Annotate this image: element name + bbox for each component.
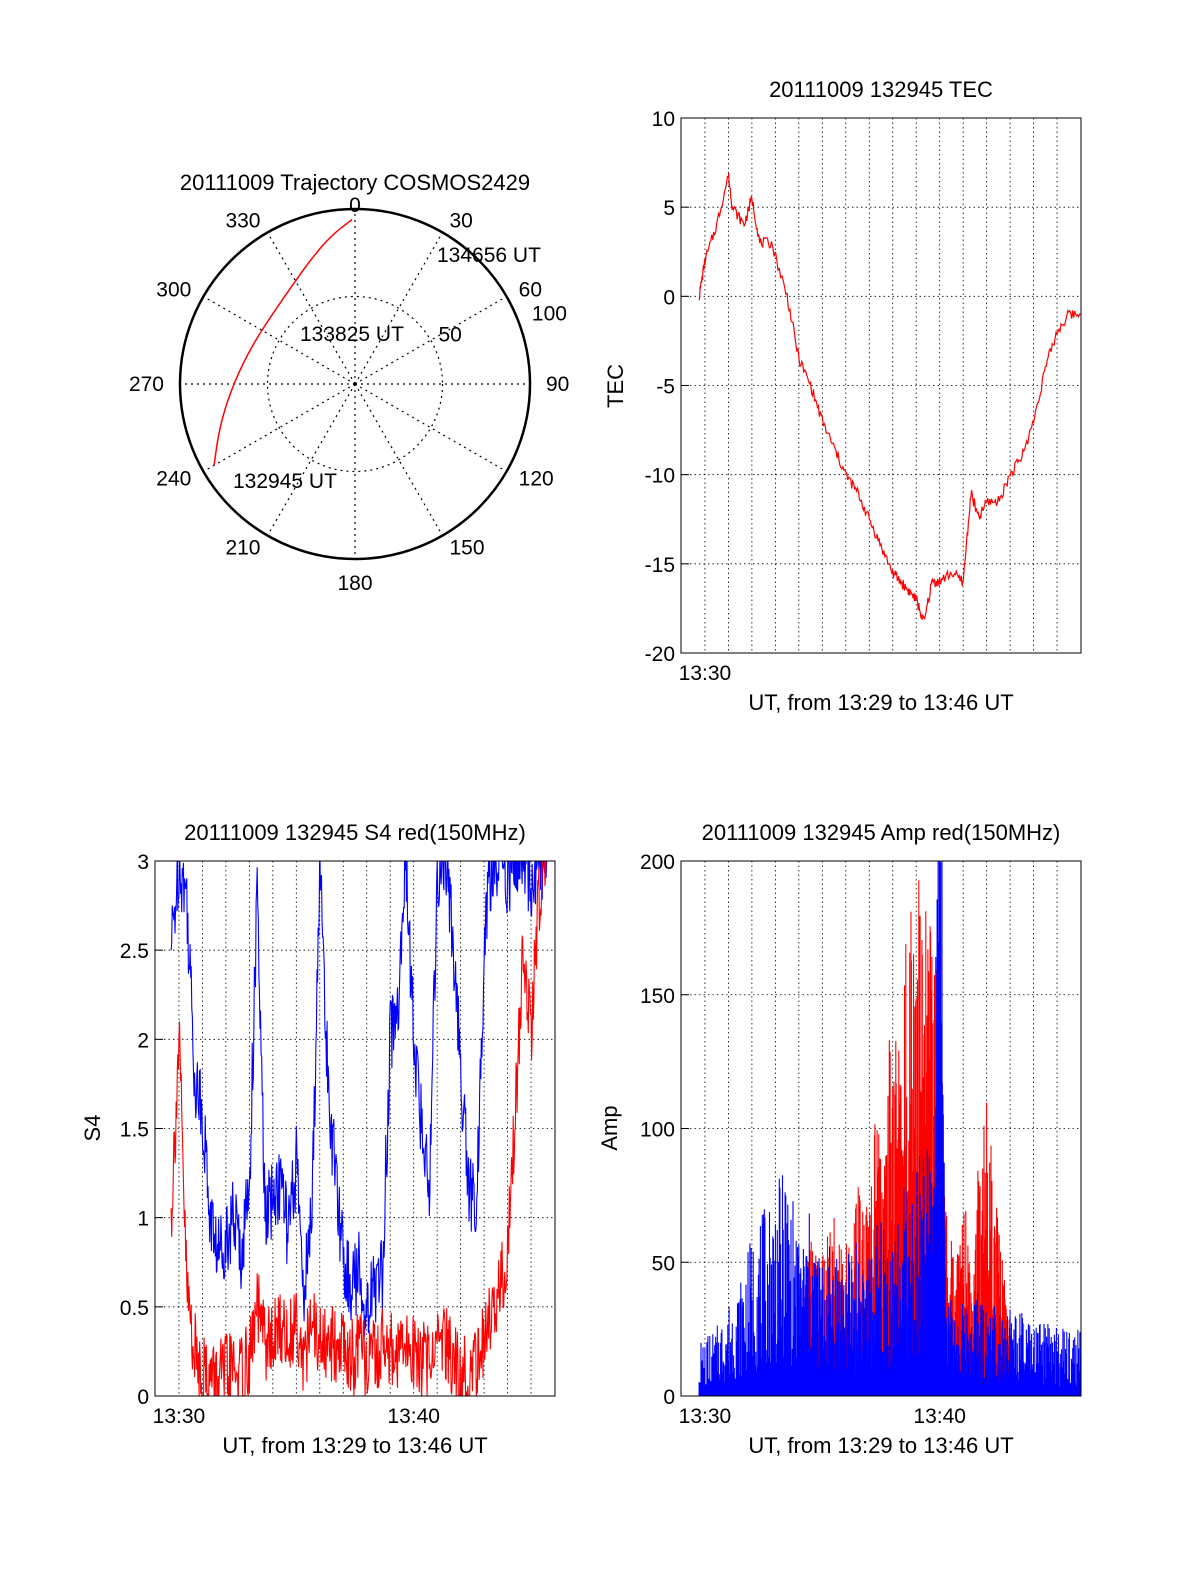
polar-angle-label: 240 xyxy=(156,468,191,491)
polar-angle-label: 210 xyxy=(225,537,260,560)
amp-y-tick-label: 50 xyxy=(652,1252,675,1275)
s4-y-tick-label: 3 xyxy=(137,851,149,874)
polar-spoke xyxy=(354,232,444,385)
tec-series xyxy=(698,173,1081,621)
polar-angle-label: 150 xyxy=(450,537,485,560)
tec-y-ticks: 10 5 0 -5 -10 -15 -20 xyxy=(645,108,689,666)
trajectory-end-label: 134656 UT xyxy=(437,244,541,267)
tec-y-tick-label: -15 xyxy=(645,554,675,577)
tec-xlabel: UT, from 13:29 to 13:46 UT xyxy=(748,690,1013,715)
s4-x-tick-label: 13:40 xyxy=(387,1405,440,1428)
polar-radial-label: 50 xyxy=(438,324,461,347)
amp-ylabel: Amp xyxy=(597,1105,622,1150)
s4-y-tick-label: 0.5 xyxy=(120,1297,149,1320)
polar-angle-label: 270 xyxy=(129,373,164,396)
s4-grid xyxy=(155,861,555,1396)
polar-outer-circle xyxy=(178,207,532,561)
amp-y-ticks: 200 150 100 50 0 xyxy=(640,851,689,1409)
polar-angle-label: 60 xyxy=(519,279,542,302)
polar-angle-labels: 0 30 60 90 120 150 180 210 240 270 300 330 xyxy=(129,194,569,595)
s4-series-clip xyxy=(170,861,548,1396)
trajectory-title: 20111009 Trajectory COSMOS2429 xyxy=(180,170,530,195)
polar-ring-50 xyxy=(266,295,444,473)
polar-spoke xyxy=(354,383,507,473)
tec-series-line xyxy=(698,173,1081,621)
amp-x-ticks: 13:30 13:40 xyxy=(679,1405,966,1428)
s4-y-tick-label: 1.5 xyxy=(120,1119,149,1142)
amp-series-clip xyxy=(698,861,1081,1396)
polar-radial-label: 100 xyxy=(532,303,567,326)
tec-x-tick-label: 13:30 xyxy=(679,662,732,685)
polar-angle-label: 0 xyxy=(349,194,361,217)
tec-ylabel: TEC xyxy=(603,364,628,408)
amp-y-tick-label: 150 xyxy=(640,985,675,1008)
polar-angle-label: 300 xyxy=(156,279,191,302)
polar-grid xyxy=(180,209,530,559)
amp-y-tick-label: 100 xyxy=(640,1119,675,1142)
s4-y-tick-label: 2.5 xyxy=(120,940,149,963)
tec-y-tick-label: -5 xyxy=(656,376,675,399)
polar-angle-label: 180 xyxy=(337,572,372,595)
polar-angle-label: 120 xyxy=(519,468,554,491)
s4-title: 20111009 132945 S4 red(150MHz) xyxy=(184,820,526,845)
s4-xlabel: UT, from 13:29 to 13:46 UT xyxy=(222,1433,487,1458)
s4-series xyxy=(170,861,548,1396)
tec-x-ticks: 13:30 xyxy=(679,662,732,685)
amp-x-tick-label: 13:30 xyxy=(679,1405,732,1428)
trajectory-track xyxy=(213,218,353,466)
polar-spoke xyxy=(354,383,444,536)
amp-title: 20111009 132945 Amp red(150MHz) xyxy=(702,820,1061,845)
tec-grid xyxy=(681,118,1081,653)
tec-panel: 20111009 132945 TEC 10 5 0 -5 -10 -15 -20 13:3… xyxy=(603,77,1082,715)
polar-spoke xyxy=(354,295,507,385)
s4-y-ticks: 3 2.5 2 1.5 1 0.5 0 xyxy=(120,851,163,1409)
s4-y-tick-label: 0 xyxy=(137,1386,149,1409)
tec-y-tick-label: 5 xyxy=(663,197,675,220)
polar-radial-labels: 50 100 xyxy=(438,303,566,347)
tec-y-tick-label: 0 xyxy=(663,286,675,309)
s4-x-tick-label: 13:30 xyxy=(153,1405,206,1428)
amp-xlabel: UT, from 13:29 to 13:46 UT xyxy=(748,1433,1013,1458)
polar-spoke xyxy=(203,295,356,385)
s4-ylabel: S4 xyxy=(80,1115,105,1142)
s4-panel: 20111009 132945 S4 red(150MHz) 3 2.5 2 1.5 1… xyxy=(80,820,556,1458)
trajectory-mid-label: 133825 UT xyxy=(300,323,404,346)
polar-angle-label: 90 xyxy=(546,373,569,396)
polar-angle-label: 330 xyxy=(225,209,260,232)
tec-series-clip xyxy=(698,173,1081,621)
polar-angle-label: 30 xyxy=(450,209,473,232)
amp-y-tick-label: 200 xyxy=(640,851,675,874)
trajectory-start-label: 132945 UT xyxy=(233,470,337,493)
s4-x-ticks: 13:30 13:40 xyxy=(153,1405,440,1428)
s4-y-tick-label: 1 xyxy=(137,1208,149,1231)
amp-series-line xyxy=(698,861,1081,1396)
polar-spoke xyxy=(266,232,356,385)
tec-y-tick-label: -10 xyxy=(645,465,675,488)
s4-y-tick-label: 2 xyxy=(137,1029,149,1052)
amp-panel: 20111009 132945 Amp red(150MHz) 200 150 10… xyxy=(597,820,1082,1458)
amp-series xyxy=(698,861,1081,1396)
s4-series-line xyxy=(170,861,547,1396)
amp-x-tick-label: 13:40 xyxy=(913,1405,966,1428)
trajectory-panel: 20111009 Trajectory COSMOS2429 0 30 60 90 12… xyxy=(129,170,569,595)
tec-title: 20111009 132945 TEC xyxy=(769,77,993,102)
amp-y-tick-label: 0 xyxy=(663,1386,675,1409)
s4-series-line xyxy=(170,861,548,1337)
polar-spoke xyxy=(203,383,356,473)
tec-y-tick-label: -20 xyxy=(645,643,675,666)
tec-y-tick-label: 10 xyxy=(652,108,675,131)
polar-spoke xyxy=(266,383,356,536)
